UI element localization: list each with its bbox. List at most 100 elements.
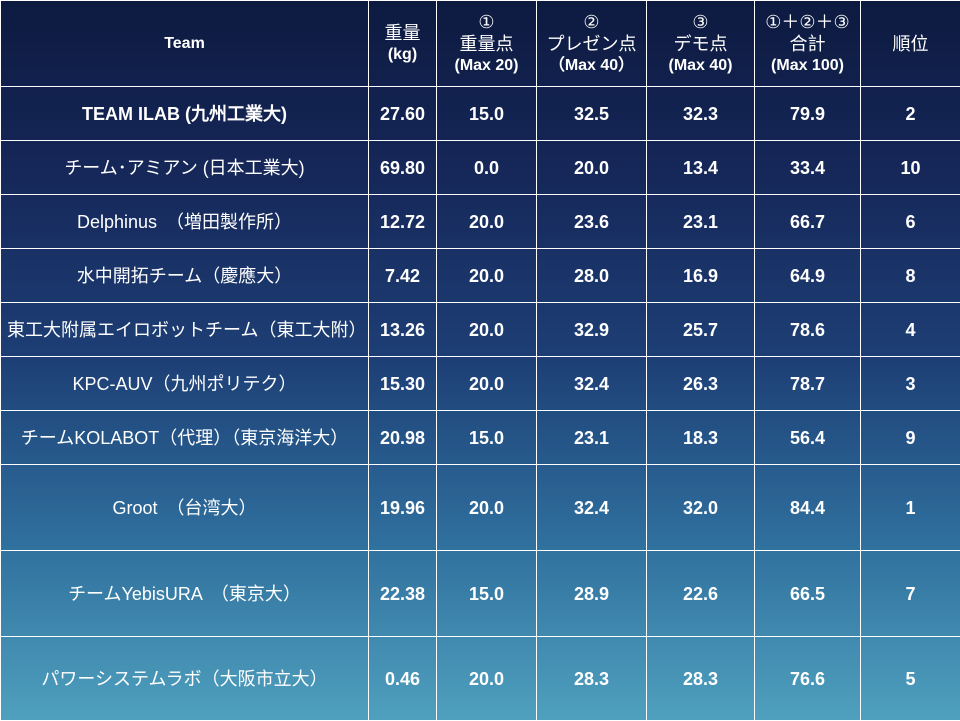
total-cell: 84.4 <box>755 465 861 551</box>
total-cell: 56.4 <box>755 411 861 465</box>
rank-cell: 5 <box>861 637 960 721</box>
score2-cell: 23.6 <box>537 195 647 249</box>
score2-cell: 32.5 <box>537 87 647 141</box>
score3-cell: 22.6 <box>647 551 755 637</box>
total-cell: 64.9 <box>755 249 861 303</box>
table-row: Groot （台湾大） 19.96 20.0 32.4 32.0 84.4 1 <box>1 465 960 551</box>
weight-cell: 19.96 <box>369 465 437 551</box>
rank-cell: 6 <box>861 195 960 249</box>
score1-cell: 20.0 <box>437 249 537 303</box>
total-cell: 66.5 <box>755 551 861 637</box>
weight-cell: 15.30 <box>369 357 437 411</box>
score3-cell: 32.0 <box>647 465 755 551</box>
header-score2-max: （Max 40） <box>539 55 644 77</box>
total-cell: 76.6 <box>755 637 861 721</box>
team-cell: 水中開拓チーム（慶應大） <box>1 249 369 303</box>
weight-cell: 69.80 <box>369 141 437 195</box>
team-cell: Delphinus （増田製作所） <box>1 195 369 249</box>
header-score2-marker: ② <box>539 11 644 33</box>
header-score1: ① 重量点 (Max 20) <box>437 1 537 87</box>
score1-cell: 20.0 <box>437 637 537 721</box>
score1-cell: 20.0 <box>437 195 537 249</box>
score3-cell: 26.3 <box>647 357 755 411</box>
header-score3-marker: ③ <box>649 11 752 33</box>
table-row: 水中開拓チーム（慶應大） 7.42 20.0 28.0 16.9 64.9 8 <box>1 249 960 303</box>
header-total-label: 合計 <box>757 33 858 55</box>
score2-cell: 28.9 <box>537 551 647 637</box>
score3-cell: 16.9 <box>647 249 755 303</box>
table-row: TEAM ILAB (九州工業大) 27.60 15.0 32.5 32.3 7… <box>1 87 960 141</box>
header-score3-label: デモ点 <box>649 33 752 55</box>
score2-cell: 28.3 <box>537 637 647 721</box>
header-score3-max: (Max 40) <box>649 55 752 77</box>
score2-cell: 32.4 <box>537 357 647 411</box>
table-row: チームKOLABOT（代理）（東京海洋大） 20.98 15.0 23.1 18… <box>1 411 960 465</box>
header-total: ①＋②＋③ 合計 (Max 100) <box>755 1 861 87</box>
score1-cell: 15.0 <box>437 411 537 465</box>
score2-cell: 20.0 <box>537 141 647 195</box>
header-score2: ② プレゼン点 （Max 40） <box>537 1 647 87</box>
total-cell: 33.4 <box>755 141 861 195</box>
table-row: KPC-AUV（九州ポリテク） 15.30 20.0 32.4 26.3 78.… <box>1 357 960 411</box>
header-rank: 順位 <box>861 1 960 87</box>
rank-cell: 4 <box>861 303 960 357</box>
score1-cell: 20.0 <box>437 303 537 357</box>
score2-cell: 23.1 <box>537 411 647 465</box>
rank-cell: 3 <box>861 357 960 411</box>
total-cell: 79.9 <box>755 87 861 141</box>
rank-cell: 9 <box>861 411 960 465</box>
table-row: チームYebisURA （東京大） 22.38 15.0 28.9 22.6 6… <box>1 551 960 637</box>
total-cell: 78.6 <box>755 303 861 357</box>
score2-cell: 32.9 <box>537 303 647 357</box>
score3-cell: 28.3 <box>647 637 755 721</box>
score1-cell: 0.0 <box>437 141 537 195</box>
header-total-formula: ①＋②＋③ <box>757 11 858 33</box>
table-row: Delphinus （増田製作所） 12.72 20.0 23.6 23.1 6… <box>1 195 960 249</box>
team-cell: パワーシステムラボ（大阪市立大） <box>1 637 369 721</box>
rank-cell: 1 <box>861 465 960 551</box>
weight-cell: 13.26 <box>369 303 437 357</box>
rank-cell: 2 <box>861 87 960 141</box>
rank-cell: 10 <box>861 141 960 195</box>
total-cell: 78.7 <box>755 357 861 411</box>
table-row: チーム･アミアン (日本工業大) 69.80 0.0 20.0 13.4 33.… <box>1 141 960 195</box>
team-cell: チーム･アミアン (日本工業大) <box>1 141 369 195</box>
team-cell: KPC-AUV（九州ポリテク） <box>1 357 369 411</box>
header-weight: 重量 (kg) <box>369 1 437 87</box>
score1-cell: 15.0 <box>437 87 537 141</box>
score3-cell: 13.4 <box>647 141 755 195</box>
score1-cell: 20.0 <box>437 465 537 551</box>
rank-cell: 7 <box>861 551 960 637</box>
header-row: Team 重量 (kg) ① 重量点 (Max 20) ② プレゼン点 （Max… <box>1 1 960 87</box>
score2-cell: 32.4 <box>537 465 647 551</box>
weight-cell: 12.72 <box>369 195 437 249</box>
team-cell: チームKOLABOT（代理）（東京海洋大） <box>1 411 369 465</box>
team-cell: TEAM ILAB (九州工業大) <box>1 87 369 141</box>
header-rank-label: 順位 <box>863 33 958 55</box>
header-score1-marker: ① <box>439 11 534 33</box>
score3-cell: 25.7 <box>647 303 755 357</box>
header-team: Team <box>1 1 369 87</box>
team-cell: チームYebisURA （東京大） <box>1 551 369 637</box>
score1-cell: 20.0 <box>437 357 537 411</box>
score3-cell: 18.3 <box>647 411 755 465</box>
weight-cell: 0.46 <box>369 637 437 721</box>
header-score1-max: (Max 20) <box>439 55 534 77</box>
weight-cell: 20.98 <box>369 411 437 465</box>
header-score3: ③ デモ点 (Max 40) <box>647 1 755 87</box>
score3-cell: 23.1 <box>647 195 755 249</box>
team-cell: 東工大附属エイロボットチーム（東工大附） <box>1 303 369 357</box>
score3-cell: 32.3 <box>647 87 755 141</box>
weight-cell: 27.60 <box>369 87 437 141</box>
weight-cell: 7.42 <box>369 249 437 303</box>
header-weight-label: 重量 <box>371 22 434 44</box>
rank-cell: 8 <box>861 249 960 303</box>
header-weight-unit: (kg) <box>371 44 434 66</box>
team-cell: Groot （台湾大） <box>1 465 369 551</box>
score2-cell: 28.0 <box>537 249 647 303</box>
weight-cell: 22.38 <box>369 551 437 637</box>
header-score2-label: プレゼン点 <box>539 33 644 55</box>
header-total-max: (Max 100) <box>757 55 858 77</box>
score1-cell: 15.0 <box>437 551 537 637</box>
